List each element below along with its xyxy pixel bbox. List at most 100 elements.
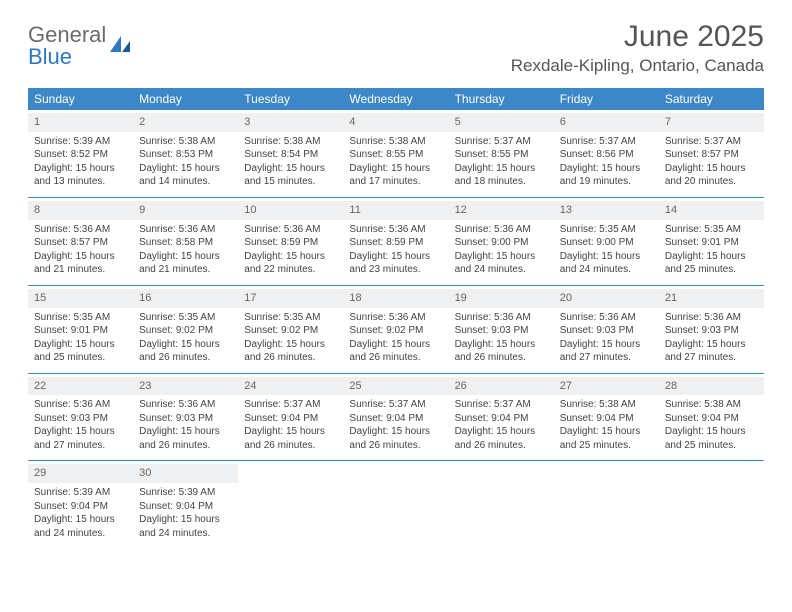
sunrise-line: Sunrise: 5:36 AM (139, 223, 232, 237)
sunrise-line: Sunrise: 5:35 AM (139, 311, 232, 325)
calendar-table: SundayMondayTuesdayWednesdayThursdayFrid… (28, 88, 764, 548)
day-cell: 11 Sunrise: 5:36 AMSunset: 8:59 PMDayligh… (343, 198, 448, 285)
sunrise-line: Sunrise: 5:37 AM (349, 398, 442, 412)
sunrise-line: Sunrise: 5:36 AM (349, 311, 442, 325)
daylight-line: Daylight: 15 hours and 18 minutes. (455, 162, 548, 189)
sunrise-line: Sunrise: 5:38 AM (244, 135, 337, 149)
daylight-line: Daylight: 15 hours and 27 minutes. (560, 338, 653, 365)
day-header: Wednesday (343, 88, 448, 110)
day-number: 15 (28, 289, 133, 308)
sunset-line: Sunset: 9:02 PM (139, 324, 232, 338)
daylight-line: Daylight: 15 hours and 13 minutes. (34, 162, 127, 189)
daylight-line: Daylight: 15 hours and 24 minutes. (34, 513, 127, 540)
sunrise-line: Sunrise: 5:37 AM (560, 135, 653, 149)
sunset-line: Sunset: 9:02 PM (349, 324, 442, 338)
day-cell (238, 461, 343, 548)
sunset-line: Sunset: 8:56 PM (560, 148, 653, 162)
logo-line1: General (28, 24, 106, 46)
location: Rexdale-Kipling, Ontario, Canada (511, 56, 764, 76)
day-cell: 20Sunrise: 5:36 AMSunset: 9:03 PMDayligh… (554, 286, 659, 373)
sunrise-line: Sunrise: 5:35 AM (560, 223, 653, 237)
sunset-line: Sunset: 8:52 PM (34, 148, 127, 162)
sunrise-line: Sunrise: 5:38 AM (665, 398, 758, 412)
sunset-line: Sunset: 9:04 PM (244, 412, 337, 426)
sunset-line: Sunset: 9:04 PM (560, 412, 653, 426)
day-number: 5 (449, 113, 554, 132)
day-cell: 19Sunrise: 5:36 AMSunset: 9:03 PMDayligh… (449, 286, 554, 373)
sunrise-line: Sunrise: 5:36 AM (349, 223, 442, 237)
sunset-line: Sunset: 8:57 PM (34, 236, 127, 250)
day-number: 24 (238, 377, 343, 396)
week-row: 22 Sunrise: 5:36 AMSunset: 9:03 PM Dayligh… (28, 374, 764, 461)
day-number: 14 (659, 201, 764, 220)
day-number: 30 (133, 464, 238, 483)
daylight-line: Daylight: 15 hours and 23 minutes. (349, 250, 442, 277)
daylight-line: Daylight: 15 hours and 26 minutes. (244, 425, 337, 452)
day-number: 25 (343, 377, 448, 396)
sunset-line: Sunset: 9:04 PM (349, 412, 442, 426)
day-header: Monday (133, 88, 238, 110)
daylight-line: Daylight: 15 hours and 26 minutes. (244, 338, 337, 365)
week-row: 1Sunrise: 5:39 AMSunset: 8:52 PMDaylight… (28, 110, 764, 197)
sunset-line: Sunset: 9:04 PM (34, 500, 127, 514)
day-cell: 27Sunrise: 5:38 AMSunset: 9:04 PMDayligh… (554, 374, 659, 461)
daylight-line: Daylight: 15 hours and 24 minutes. (560, 250, 653, 277)
sunrise-line: Sunrise: 5:37 AM (665, 135, 758, 149)
sunrise-line: Sunrise: 5:36 AM (560, 311, 653, 325)
day-cell: 15Sunrise: 5:35 AMSunset: 9:01 PMDayligh… (28, 286, 133, 373)
sunset-line: Sunset: 8:58 PM (139, 236, 232, 250)
day-number: 7 (659, 113, 764, 132)
day-cell: 4Sunrise: 5:38 AMSunset: 8:55 PMDaylight… (343, 110, 448, 197)
sunset-line: Sunset: 9:03 PM (34, 412, 127, 426)
sunrise-line: Sunrise: 5:35 AM (34, 311, 127, 325)
day-cell: 9Sunrise: 5:36 AMSunset: 8:58 PMDaylight… (133, 198, 238, 285)
day-cell: 16Sunrise: 5:35 AMSunset: 9:02 PMDayligh… (133, 286, 238, 373)
logo-line2: Blue (28, 44, 72, 69)
header: General Blue June 2025 Rexdale-Kipling, … (28, 20, 764, 76)
day-number: 16 (133, 289, 238, 308)
daylight-line: Daylight: 15 hours and 17 minutes. (349, 162, 442, 189)
week-row: 15Sunrise: 5:35 AMSunset: 9:01 PMDayligh… (28, 286, 764, 373)
daylight-line: Daylight: 15 hours and 26 minutes. (455, 425, 548, 452)
day-number: 1 (28, 113, 133, 132)
day-number: 4 (343, 113, 448, 132)
day-number: 3 (238, 113, 343, 132)
daylight-line: Daylight: 15 hours and 26 minutes. (455, 338, 548, 365)
daylight-line: Daylight: 15 hours and 20 minutes. (665, 162, 758, 189)
day-cell: 26Sunrise: 5:37 AMSunset: 9:04 PMDayligh… (449, 374, 554, 461)
day-header: Friday (554, 88, 659, 110)
day-number: 21 (659, 289, 764, 308)
daylight-line: Daylight: 15 hours and 27 minutes. (665, 338, 758, 365)
day-header: Thursday (449, 88, 554, 110)
daylight-line: Daylight: 15 hours and 26 minutes. (139, 425, 232, 452)
day-number: 22 (28, 377, 133, 396)
sunrise-line: Sunrise: 5:36 AM (34, 398, 127, 412)
day-cell: 24 Sunrise: 5:37 AMSunset: 9:04 PMDayligh… (238, 374, 343, 461)
sunrise-line: Sunrise: 5:37 AM (455, 135, 548, 149)
daylight-line: Daylight: 15 hours and 21 minutes. (139, 250, 232, 277)
day-cell: 18Sunrise: 5:36 AMSunset: 9:02 PMDayligh… (343, 286, 448, 373)
daylight-line: Daylight: 15 hours and 19 minutes. (560, 162, 653, 189)
sunrise-line: Sunrise: 5:39 AM (34, 486, 127, 500)
day-cell: 1Sunrise: 5:39 AMSunset: 8:52 PMDaylight… (28, 110, 133, 197)
sunrise-line: Sunrise: 5:36 AM (665, 311, 758, 325)
sunset-line: Sunset: 9:03 PM (560, 324, 653, 338)
day-cell: 17Sunrise: 5:35 AMSunset: 9:02 PMDayligh… (238, 286, 343, 373)
title-block: June 2025 Rexdale-Kipling, Ontario, Cana… (511, 20, 764, 76)
day-number: 28 (659, 377, 764, 396)
sunset-line: Sunset: 9:03 PM (455, 324, 548, 338)
day-cell (659, 461, 764, 548)
sunrise-line: Sunrise: 5:36 AM (455, 223, 548, 237)
logo: General Blue (28, 24, 132, 68)
sunset-line: Sunset: 8:59 PM (349, 236, 442, 250)
day-number: 11 (343, 201, 448, 220)
day-number: 8 (28, 201, 133, 220)
day-cell (343, 461, 448, 548)
sunrise-line: Sunrise: 5:36 AM (455, 311, 548, 325)
sunset-line: Sunset: 8:55 PM (349, 148, 442, 162)
day-number: 6 (554, 113, 659, 132)
daylight-line: Daylight: 15 hours and 24 minutes. (455, 250, 548, 277)
day-cell: 7Sunrise: 5:37 AMSunset: 8:57 PMDaylight… (659, 110, 764, 197)
sunrise-line: Sunrise: 5:37 AM (244, 398, 337, 412)
day-cell (554, 461, 659, 548)
